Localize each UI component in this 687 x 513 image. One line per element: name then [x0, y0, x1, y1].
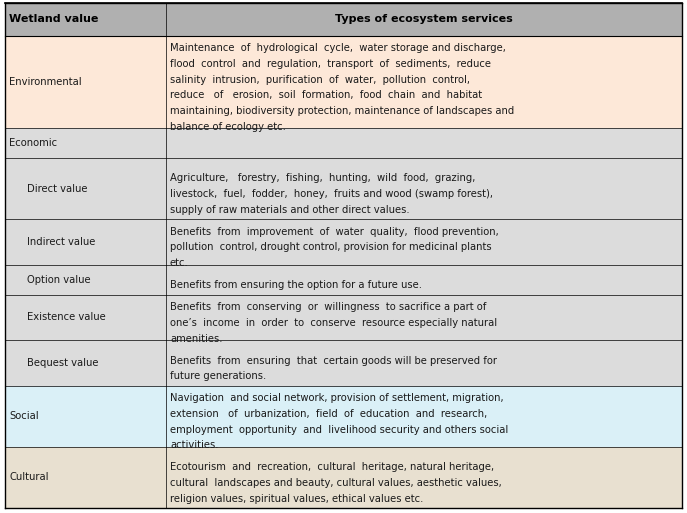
- Text: activities.: activities.: [170, 440, 218, 450]
- Text: Bequest value: Bequest value: [27, 358, 98, 368]
- Bar: [5, 447, 682, 508]
- Text: Social: Social: [9, 411, 38, 421]
- Bar: [5, 36, 682, 128]
- Text: employment  opportunity  and  livelihood security and others social: employment opportunity and livelihood se…: [170, 425, 508, 435]
- Text: Agriculture,   forestry,  fishing,  hunting,  wild  food,  grazing,: Agriculture, forestry, fishing, hunting,…: [170, 173, 475, 184]
- Bar: [5, 128, 682, 158]
- Text: pollution  control, drought control, provision for medicinal plants: pollution control, drought control, prov…: [170, 243, 492, 252]
- Text: Benefits  from  improvement  of  water  quality,  flood prevention,: Benefits from improvement of water quali…: [170, 227, 499, 237]
- Text: religion values, spiritual values, ethical values etc.: religion values, spiritual values, ethic…: [170, 494, 423, 504]
- Text: maintaining, biodiversity protection, maintenance of landscapes and: maintaining, biodiversity protection, ma…: [170, 106, 515, 116]
- Text: Economic: Economic: [9, 138, 57, 148]
- Text: salinity  intrusion,  purification  of  water,  pollution  control,: salinity intrusion, purification of wate…: [170, 74, 470, 85]
- Bar: [5, 265, 682, 294]
- Text: Direct value: Direct value: [27, 184, 87, 193]
- Text: Types of ecosystem services: Types of ecosystem services: [335, 14, 513, 24]
- Bar: [5, 294, 682, 340]
- Text: cultural  landscapes and beauty, cultural values, aesthetic values,: cultural landscapes and beauty, cultural…: [170, 478, 502, 488]
- Bar: [5, 3, 682, 36]
- Text: Ecotourism  and  recreation,  cultural  heritage, natural heritage,: Ecotourism and recreation, cultural heri…: [170, 462, 494, 472]
- Text: Indirect value: Indirect value: [27, 237, 95, 247]
- Text: livestock,  fuel,  fodder,  honey,  fruits and wood (swamp forest),: livestock, fuel, fodder, honey, fruits a…: [170, 189, 493, 199]
- Text: Maintenance  of  hydrological  cycle,  water storage and discharge,: Maintenance of hydrological cycle, water…: [170, 43, 506, 53]
- Text: balance of ecology etc.: balance of ecology etc.: [170, 122, 286, 131]
- Bar: [5, 219, 682, 265]
- Text: amenities.: amenities.: [170, 333, 223, 344]
- Text: Cultural: Cultural: [9, 472, 49, 482]
- Text: Environmental: Environmental: [9, 77, 82, 87]
- Text: etc.: etc.: [170, 258, 189, 268]
- Text: future generations.: future generations.: [170, 371, 267, 381]
- Text: Benefits from ensuring the option for a future use.: Benefits from ensuring the option for a …: [170, 280, 422, 290]
- Bar: [5, 386, 682, 447]
- Text: Benefits  from  ensuring  that  certain goods will be preserved for: Benefits from ensuring that certain good…: [170, 356, 497, 366]
- Text: Option value: Option value: [27, 274, 91, 285]
- Text: flood  control  and  regulation,  transport  of  sediments,  reduce: flood control and regulation, transport …: [170, 59, 491, 69]
- Text: Wetland value: Wetland value: [9, 14, 98, 24]
- Text: Existence value: Existence value: [27, 312, 106, 322]
- Text: extension   of  urbanization,  field  of  education  and  research,: extension of urbanization, field of educ…: [170, 409, 487, 419]
- Text: reduce   of   erosion,  soil  formation,  food  chain  and  habitat: reduce of erosion, soil formation, food …: [170, 90, 482, 100]
- Text: Benefits  from  conserving  or  willingness  to sacrifice a part of: Benefits from conserving or willingness …: [170, 302, 486, 312]
- Text: supply of raw materials and other direct values.: supply of raw materials and other direct…: [170, 205, 409, 215]
- Text: Navigation  and social network, provision of settlement, migration,: Navigation and social network, provision…: [170, 393, 504, 403]
- Text: one’s  income  in  order  to  conserve  resource especially natural: one’s income in order to conserve resour…: [170, 318, 497, 328]
- Bar: [5, 340, 682, 386]
- Bar: [5, 158, 682, 219]
